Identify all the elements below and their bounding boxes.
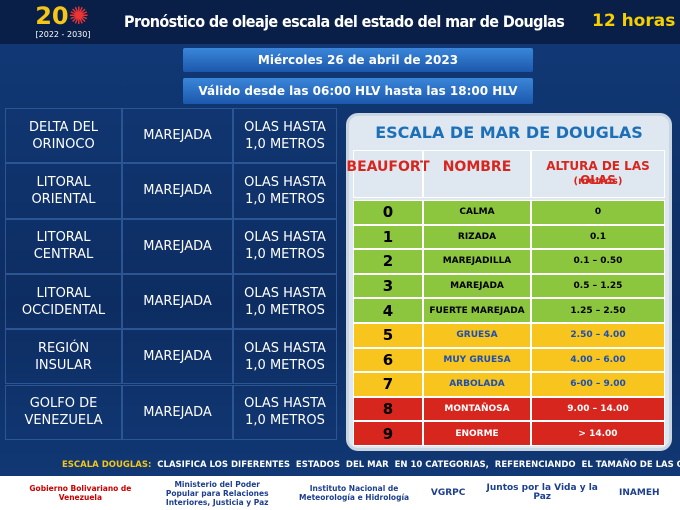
scale-level: 0 xyxy=(353,200,423,225)
logo: VGRPC xyxy=(430,487,466,498)
scale-level: 5 xyxy=(353,323,423,348)
scale-name: MAREJADA xyxy=(423,273,531,299)
region: REGIÓN INSULAR xyxy=(5,329,122,385)
waves: OLAS HASTA 1,0 METROS xyxy=(233,273,337,330)
region: DELTA DEL ORINOCO xyxy=(5,108,122,164)
scale-header: BEAUFORT xyxy=(346,150,430,198)
scale-level: 1 xyxy=(353,224,423,250)
scale-header: ALTURA DE LAS OLAS xyxy=(531,150,665,198)
footer-text: CLASIFICA LOS DIFERENTES ESTADOS DEL MAR… xyxy=(157,460,680,470)
scale-name: CALMA xyxy=(423,200,531,225)
logo: 20 ✺ xyxy=(35,2,89,30)
logo-years: [2022 - 2030] xyxy=(35,30,91,39)
logo: Ministerio del Poder Popular para Relaci… xyxy=(165,479,269,507)
scale-header: NOMBRE xyxy=(423,150,531,198)
waves: OLAS HASTA 1,0 METROS xyxy=(233,329,337,385)
state: MAREJADA xyxy=(122,108,233,164)
scale-height: 0.5 – 1.25 xyxy=(531,273,665,299)
date-banner: Miércoles 26 de abril de 2023 xyxy=(183,48,533,72)
state: MAREJADA xyxy=(122,218,233,274)
scale-name: ARBOLADA xyxy=(423,372,531,397)
scale-name: FUERTE MAREJADA xyxy=(423,298,531,323)
state: MAREJADA xyxy=(122,163,233,219)
waves: OLAS HASTA 1,0 METROS xyxy=(233,163,337,219)
forecast-table: DELTA DEL ORINOCO MAREJADA OLAS HASTA 1,0 … xyxy=(5,108,337,440)
waves: OLAS HASTA 1,0 METROS xyxy=(233,108,337,164)
scale-level: 4 xyxy=(353,298,423,323)
logo-strip: Gobierno Bolivariano de Venezuela Ministe… xyxy=(0,476,680,510)
scale-height: 6-00 – 9.00 xyxy=(531,372,665,397)
logo: Instituto Nacional de Meteorología e Hid… xyxy=(299,484,410,502)
validity-banner: Válido desde las 06:00 HLV hasta las 18:… xyxy=(183,78,533,104)
scale-height: > 14.00 xyxy=(531,421,665,446)
scale-height: 4.00 – 6.00 xyxy=(531,347,665,373)
title: Pronóstico de oleaje escala del estado d… xyxy=(124,12,565,31)
scale-level: 7 xyxy=(353,372,423,397)
scale-level: 3 xyxy=(353,273,423,299)
footer-label: ESCALA DOUGLAS: xyxy=(62,460,152,470)
region: GOLFO DE VENEZUELA xyxy=(5,384,122,440)
scale-name: MUY GRUESA xyxy=(423,347,531,373)
logo: Juntos por la Vida y la Paz xyxy=(486,483,598,502)
scale-height: 2.50 – 4.00 xyxy=(531,323,665,348)
waves: OLAS HASTA 1,0 METROS xyxy=(233,384,337,440)
waves: OLAS HASTA 1,0 METROS xyxy=(233,218,337,274)
scale-height: 0.1 – 0.50 xyxy=(531,249,665,274)
scale-height: 1.25 – 2.50 xyxy=(531,298,665,323)
logo: INAMEH xyxy=(619,487,660,498)
header-bar: 20 ✺ [2022 - 2030] Pronóstico de oleaje e… xyxy=(0,0,680,44)
scale-level: 6 xyxy=(353,347,423,373)
region: LITORAL ORIENTAL xyxy=(5,163,122,219)
scale-name: RIZADA xyxy=(423,224,531,250)
state: MAREJADA xyxy=(122,329,233,385)
scale-level: 9 xyxy=(353,421,423,446)
badge: 12 horas xyxy=(592,11,676,31)
scale-level: 8 xyxy=(353,396,423,422)
state: MAREJADA xyxy=(122,273,233,330)
footer-note: ESCALA DOUGLAS: CLASIFICA LOS DIFERENTES… xyxy=(62,460,680,470)
scale-name: GRUESA xyxy=(423,323,531,348)
scale-height: 0 xyxy=(531,200,665,225)
scale-name: MONTAÑOSA xyxy=(423,396,531,422)
logo: Gobierno Bolivariano de Venezuela xyxy=(29,484,132,502)
state: MAREJADA xyxy=(122,384,233,440)
scale-name: MAREJADILLA xyxy=(423,249,531,274)
region: LITORAL OCCIDENTAL xyxy=(5,273,122,330)
scale-panel: ESCALA DE MAR DE DOUGLAS BEAUFORT NOMBRE A… xyxy=(346,113,672,451)
scale-unit: (metros) xyxy=(573,175,623,187)
scale-height: 9.00 – 14.00 xyxy=(531,396,665,422)
scale-title: ESCALA DE MAR DE DOUGLAS xyxy=(375,122,643,142)
region: LITORAL CENTRAL xyxy=(5,218,122,274)
scale-name: ENORME xyxy=(423,421,531,446)
scale-height: 0.1 xyxy=(531,224,665,250)
scale-level: 2 xyxy=(353,249,423,274)
